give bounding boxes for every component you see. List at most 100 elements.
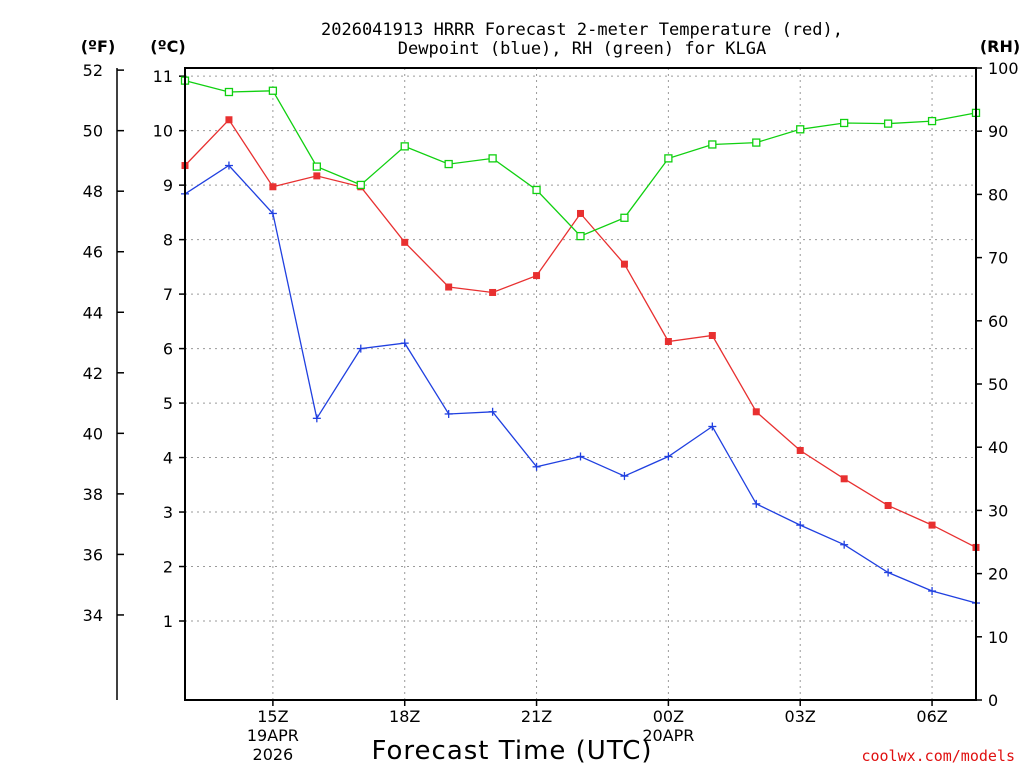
fahrenheit-tick-label: 38 bbox=[83, 485, 103, 504]
rh-tick-label: 30 bbox=[988, 501, 1008, 520]
dewpoint-point bbox=[620, 472, 629, 481]
rh-tick-label: 0 bbox=[988, 691, 998, 710]
temperature-point bbox=[620, 260, 628, 268]
dewpoint-point bbox=[928, 587, 937, 596]
temperature-point bbox=[269, 183, 277, 191]
fahrenheit-tick-label: 44 bbox=[83, 303, 103, 322]
rh-tick-label: 70 bbox=[988, 249, 1008, 268]
rh-tick-label: 80 bbox=[988, 185, 1008, 204]
temperature-point bbox=[796, 446, 804, 454]
time-tick-label: 03Z bbox=[785, 707, 816, 726]
dewpoint-point bbox=[796, 521, 805, 530]
rh-point bbox=[796, 125, 805, 134]
dewpoint-point bbox=[752, 499, 761, 508]
x-axis-title: Forecast Time (UTC) bbox=[371, 736, 652, 766]
celsius-tick-label: 10 bbox=[153, 122, 173, 141]
rh-point bbox=[708, 140, 717, 149]
rh-point bbox=[883, 119, 893, 128]
fahrenheit-axis: 34 36 38 40 42 44 46 48 50 52 bbox=[83, 61, 124, 625]
rh-point bbox=[752, 138, 761, 147]
temperature-point bbox=[313, 172, 321, 180]
rh-point bbox=[927, 116, 937, 126]
dewpoint-point bbox=[532, 462, 541, 471]
rh-tick-label: 60 bbox=[988, 312, 1008, 331]
dewpoint-point bbox=[576, 452, 585, 461]
time-tick-label: 15Z bbox=[257, 707, 288, 726]
rh-tick-label: 100 bbox=[988, 59, 1019, 78]
time-tick-date: 19APR bbox=[247, 726, 299, 745]
dewpoint-line bbox=[184, 164, 977, 604]
celsius-tick-label: 5 bbox=[163, 394, 173, 413]
temperature-point bbox=[577, 209, 584, 217]
temperature-point bbox=[489, 288, 497, 296]
plot-frame bbox=[184, 67, 977, 701]
temperature-point bbox=[752, 408, 760, 416]
celsius-axis: 1 2 3 4 5 6 7 8 9 10 11 bbox=[153, 67, 185, 631]
fahrenheit-tick-label: 50 bbox=[83, 122, 103, 141]
dewpoint-point bbox=[312, 414, 321, 423]
chart-title-line-2: Dewpoint (blue), RH (green) for KLGA bbox=[398, 39, 766, 59]
celsius-tick-label: 1 bbox=[163, 612, 173, 631]
fahrenheit-tick-label: 46 bbox=[83, 243, 103, 262]
celsius-tick-label: 11 bbox=[153, 67, 173, 86]
time-tick-label: 18Z bbox=[389, 707, 420, 726]
dewpoint-point bbox=[664, 452, 673, 461]
dewpoint-series bbox=[181, 161, 980, 608]
time-tick-label: 21Z bbox=[521, 707, 552, 726]
rh-tick-label: 50 bbox=[988, 375, 1008, 394]
celsius-unit-label: (ºC) bbox=[150, 37, 185, 56]
time-tick-label: 00Z bbox=[653, 707, 684, 726]
rh-point bbox=[356, 180, 365, 190]
temperature-point bbox=[884, 501, 892, 509]
dewpoint-point bbox=[444, 409, 453, 418]
rh-point bbox=[576, 231, 585, 241]
rh-point bbox=[312, 162, 321, 171]
rh-point bbox=[488, 154, 497, 163]
dewpoint-point bbox=[356, 344, 365, 353]
dewpoint-point bbox=[840, 540, 849, 549]
celsius-tick-label: 6 bbox=[163, 340, 173, 359]
dewpoint-point bbox=[400, 339, 409, 348]
time-tick-label: 06Z bbox=[916, 707, 947, 726]
rh-tick-label: 40 bbox=[988, 438, 1008, 457]
temperature-series bbox=[181, 116, 980, 551]
temperature-point bbox=[928, 521, 936, 529]
celsius-tick-label: 8 bbox=[163, 231, 173, 250]
source-credit: coolwx.com/models bbox=[861, 747, 1015, 765]
fahrenheit-tick-label: 40 bbox=[83, 424, 103, 443]
temperature-point bbox=[401, 238, 409, 246]
dewpoint-point bbox=[224, 161, 233, 170]
rh-point bbox=[400, 142, 409, 151]
rh-tick-label: 10 bbox=[988, 628, 1008, 647]
fahrenheit-tick-label: 52 bbox=[83, 61, 103, 80]
temperature-point bbox=[225, 116, 233, 124]
temperature-point bbox=[533, 272, 541, 280]
rh-tick-label: 20 bbox=[988, 565, 1008, 584]
temperature-point bbox=[664, 338, 672, 346]
rh-axis: 0 10 20 30 40 50 60 70 80 90 100 bbox=[976, 59, 1019, 710]
fahrenheit-tick-label: 48 bbox=[83, 182, 103, 201]
fahrenheit-tick-label: 42 bbox=[83, 364, 103, 383]
rh-point bbox=[268, 86, 278, 95]
series-layer bbox=[180, 76, 981, 608]
rh-point bbox=[664, 154, 673, 163]
celsius-tick-label: 4 bbox=[163, 449, 173, 468]
temperature-point bbox=[445, 283, 453, 291]
rh-series bbox=[180, 76, 981, 241]
rh-point bbox=[224, 87, 234, 97]
dewpoint-point bbox=[884, 568, 893, 577]
rh-tick-label: 90 bbox=[988, 122, 1008, 141]
fahrenheit-tick-label: 36 bbox=[83, 545, 103, 564]
rh-unit-label: (RH) bbox=[980, 37, 1020, 56]
rh-point bbox=[444, 159, 453, 169]
time-tick-date: 20APR bbox=[642, 726, 694, 745]
dewpoint-point bbox=[708, 422, 717, 431]
celsius-tick-label: 7 bbox=[163, 285, 173, 304]
dewpoint-point bbox=[488, 407, 497, 416]
dewpoint-point bbox=[268, 209, 277, 218]
fahrenheit-unit-label: (ºF) bbox=[81, 37, 116, 56]
celsius-tick-label: 9 bbox=[163, 176, 173, 195]
rh-point bbox=[840, 118, 849, 128]
